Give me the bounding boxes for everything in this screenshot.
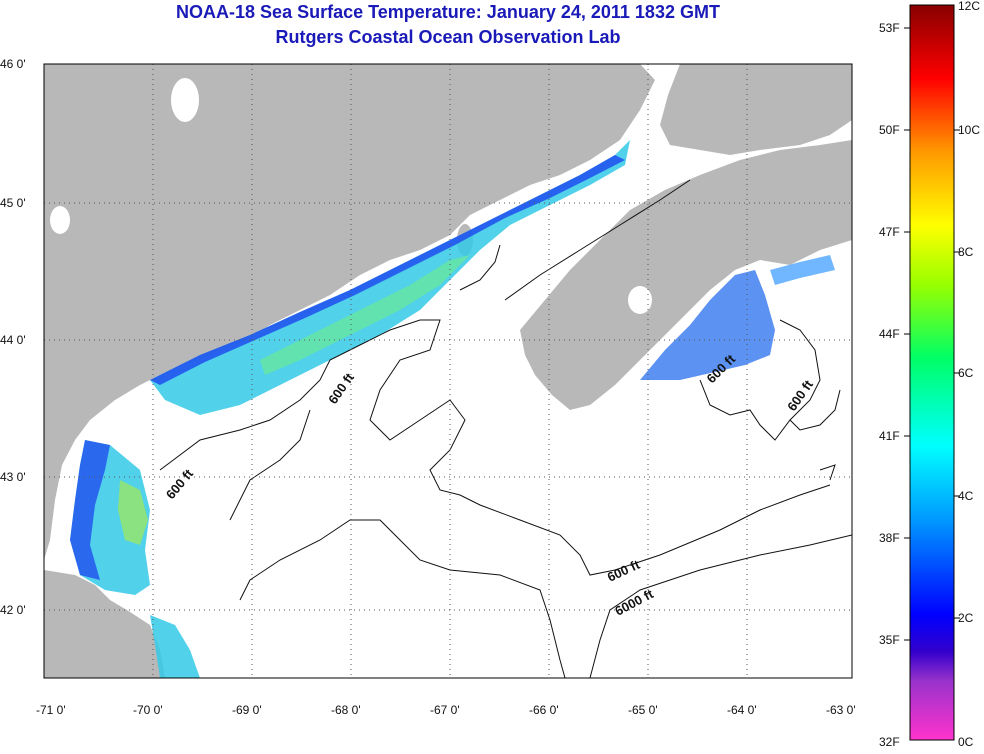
sst-nova-scotia-east: [770, 255, 835, 285]
colorbar-f-label: 47F: [879, 225, 900, 239]
inland-lake: [628, 286, 652, 314]
colorbar-f-label: 38F: [879, 531, 900, 545]
colorbar-f-label: 35F: [879, 633, 900, 647]
lon-label: -67 0': [430, 703, 460, 717]
map-frame: [43, 63, 853, 679]
sst-cape-patch: [150, 615, 200, 678]
colorbar-c-label: 2C: [958, 611, 974, 625]
colorbar-f-label: 41F: [879, 429, 900, 443]
colorbar-f-label: 44F: [879, 327, 900, 341]
land-cape-cod: [44, 570, 165, 678]
map-subtitle: Rutgers Coastal Ocean Observation Lab: [275, 27, 621, 47]
colorbar-c-label: 6C: [958, 366, 974, 380]
colorbar-c-label: 0C: [958, 735, 974, 749]
sst-gulf-maine-sw-cold: [70, 440, 110, 580]
lat-label: 44 0': [0, 333, 26, 347]
colorbar-c-label: 12C: [958, 0, 980, 13]
colorbar-c-label: 4C: [958, 489, 974, 503]
lon-label: -63 0': [826, 703, 856, 717]
colorbar-f-label: 50F: [879, 123, 900, 137]
lat-label: 46 0': [0, 57, 26, 71]
sst-warm-streak: [260, 255, 470, 375]
lon-label: -69 0': [232, 703, 262, 717]
island: [92, 347, 108, 363]
colorbar-c-label: 10C: [958, 123, 980, 137]
lon-label: -70 0': [133, 703, 163, 717]
lon-label: -71 0': [36, 703, 66, 717]
colorbar: [909, 4, 955, 741]
lat-label: 43 0': [0, 470, 26, 484]
map-title: NOAA-18 Sea Surface Temperature: January…: [176, 2, 720, 22]
bathymetry-contours: [159, 179, 852, 678]
sst-coastal-cold: [150, 155, 625, 385]
land-new-england: [44, 64, 655, 560]
lon-label: -64 0': [727, 703, 757, 717]
inland-lake: [50, 206, 70, 234]
lat-label: 42 0': [0, 603, 26, 617]
sst-nova-scotia: [640, 270, 775, 380]
land-nova-scotia: [520, 140, 852, 410]
lon-label: -66 0': [529, 703, 559, 717]
colorbar-c-label: 8C: [958, 245, 974, 259]
colorbar-f-label: 53F: [879, 21, 900, 35]
colorbar-f-label: 32F: [879, 735, 900, 749]
colorbar-ticks: [904, 27, 960, 641]
lat-label: 45 0': [0, 196, 26, 210]
inland-lake: [171, 78, 199, 122]
land-new-brunswick: [660, 64, 852, 155]
lon-label: -65 0': [628, 703, 658, 717]
lon-label: -68 0': [331, 703, 361, 717]
sst-warm-patch: [118, 480, 148, 545]
